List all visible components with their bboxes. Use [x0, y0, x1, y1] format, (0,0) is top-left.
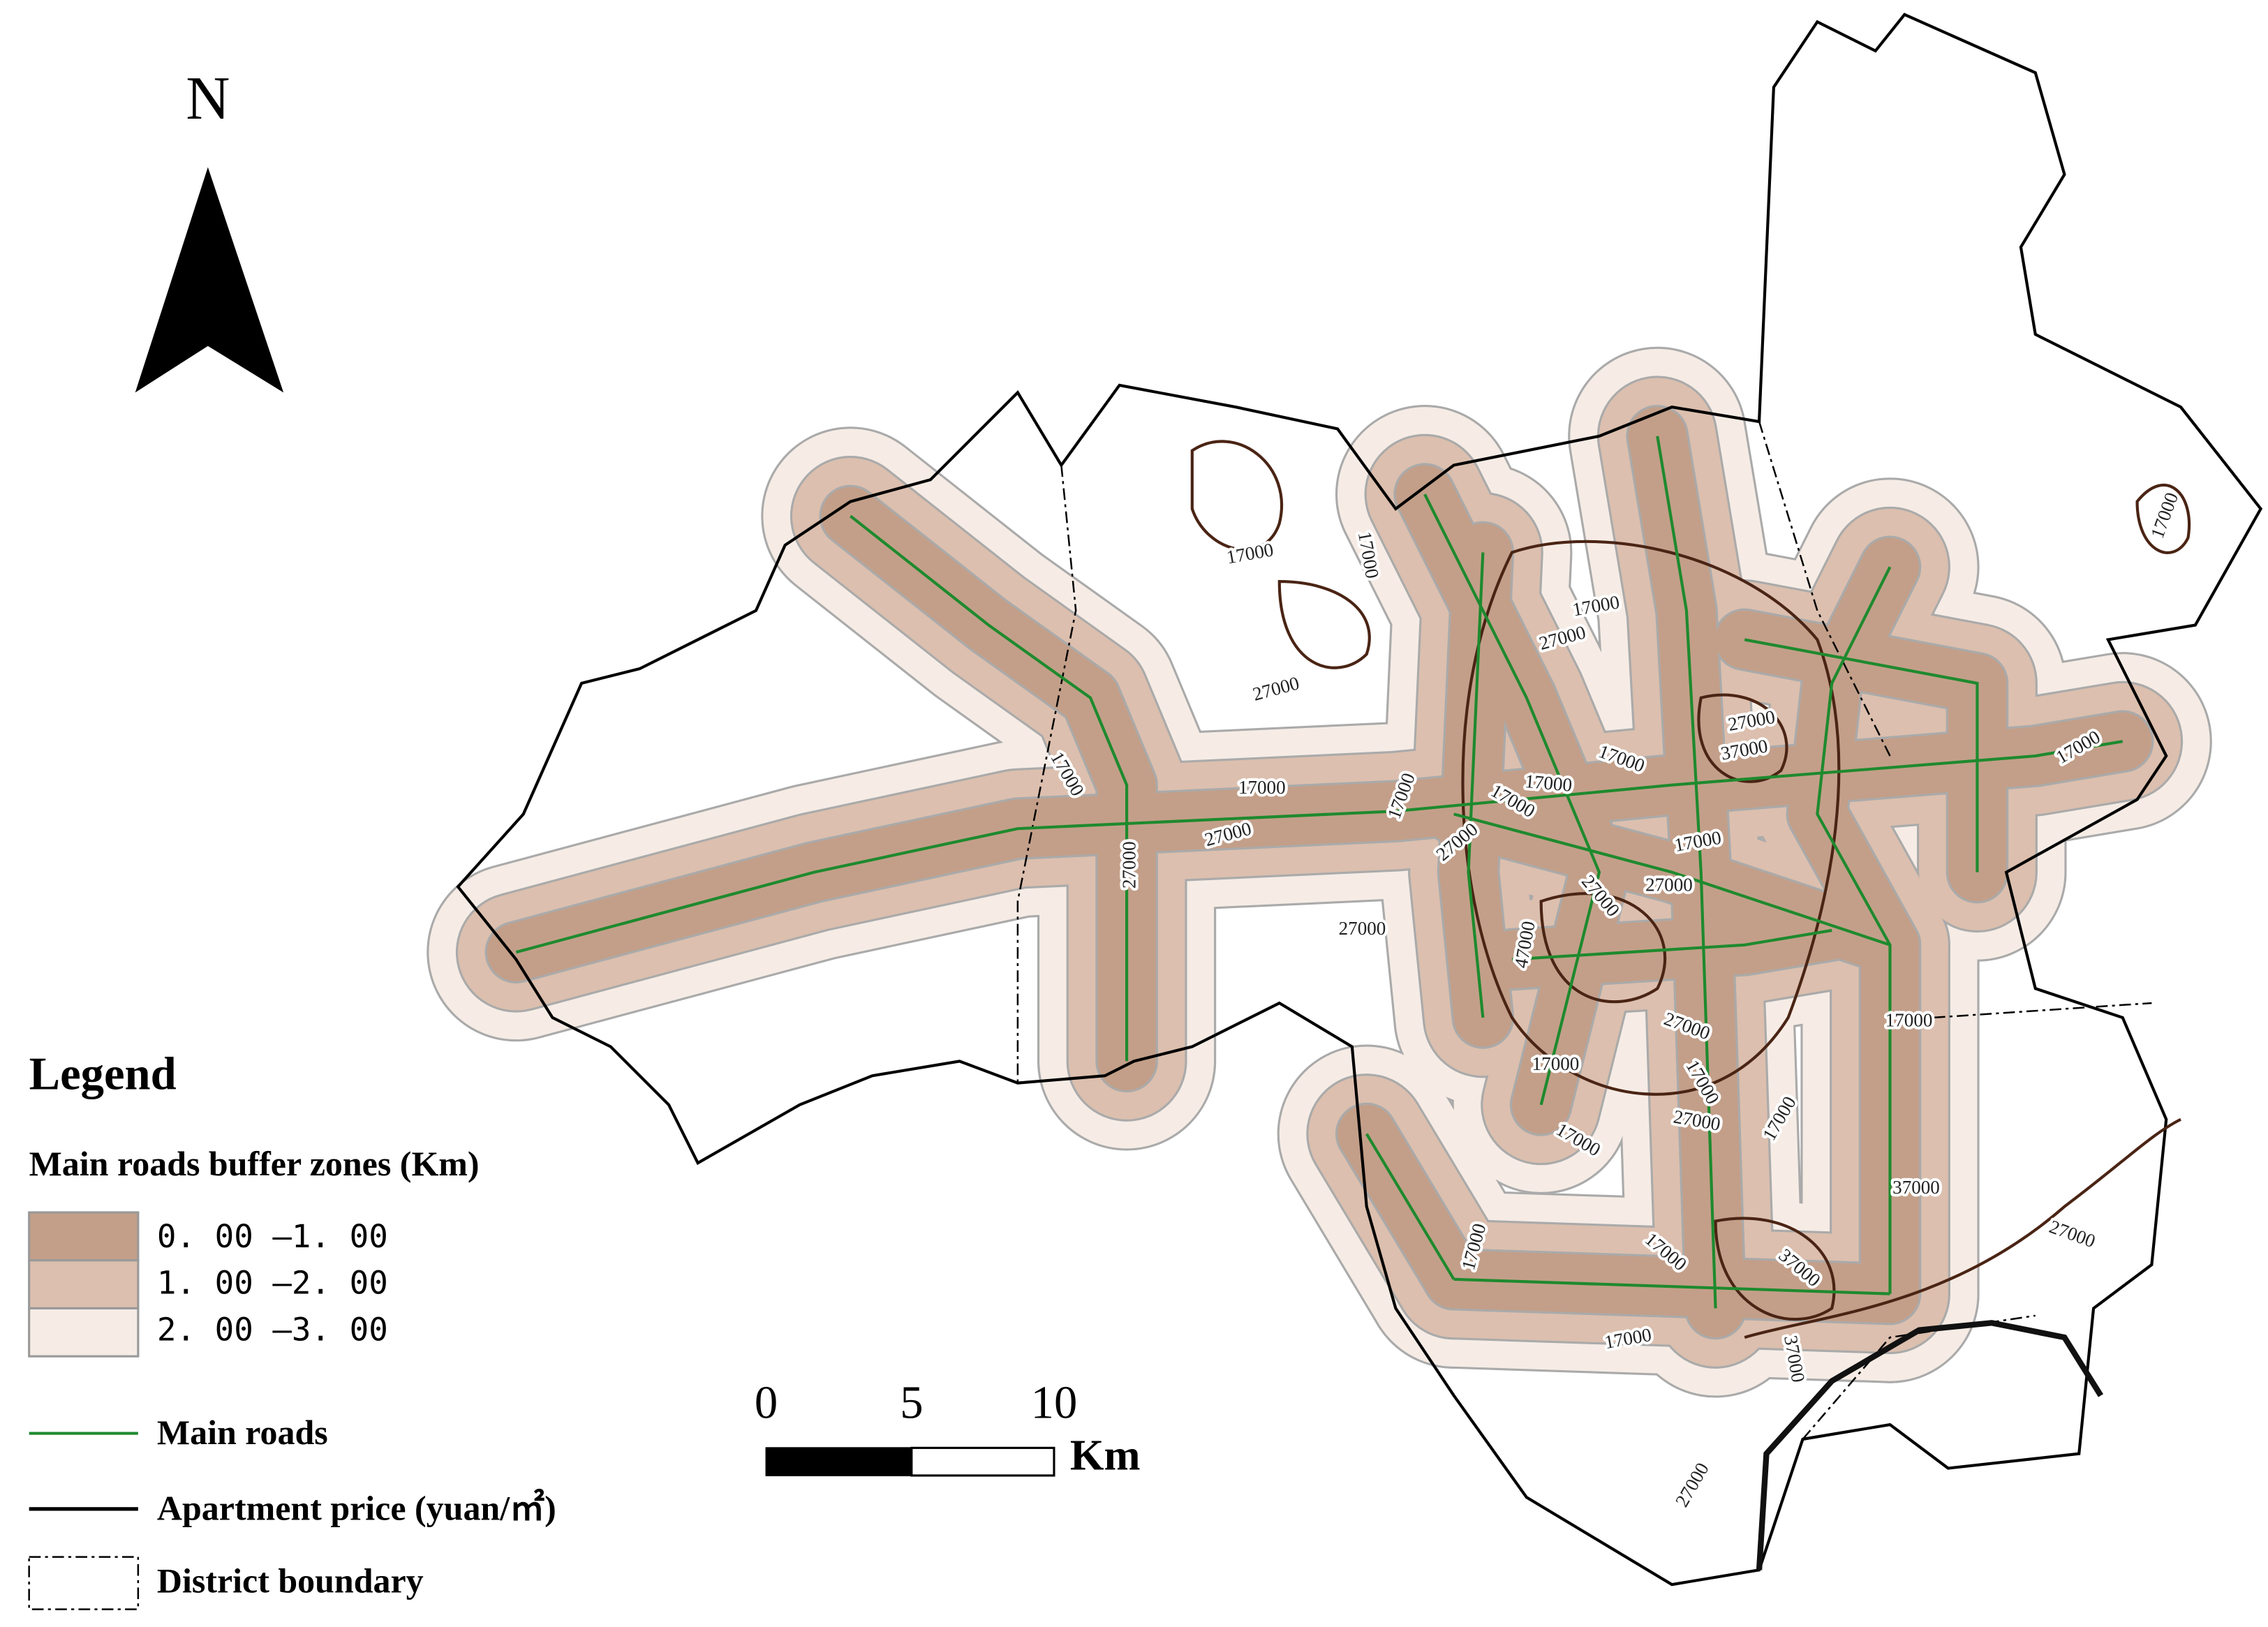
district-boundary [456, 13, 2263, 1587]
road [1511, 928, 1832, 961]
road [1365, 1133, 1455, 1280]
scale-bar-black [765, 1447, 912, 1476]
contour-label: 17000 [1524, 771, 1573, 796]
road [1744, 638, 1979, 872]
contour-label: 27000 [1671, 1459, 1713, 1510]
price-contours [1190, 440, 2191, 1339]
road [1656, 436, 1717, 1309]
legend-buffer-title: Main roads buffer zones (Km) [29, 1144, 480, 1183]
scale-label: 10 [1031, 1377, 1078, 1428]
contour-label: 17000 [1225, 539, 1275, 567]
scale-label: 0 [755, 1377, 778, 1428]
scale-labels: 0 5 10 [755, 1377, 1077, 1428]
legend-swatch [28, 1259, 140, 1310]
contour-label: 37000 [1892, 1177, 1940, 1198]
scale-label: 5 [900, 1377, 923, 1428]
contour-label: 17000 [1532, 1053, 1580, 1074]
north-label: N [186, 64, 230, 132]
legend-main-roads: Main roads [157, 1413, 328, 1452]
road [1453, 1277, 1890, 1295]
legend-buffer-label: 1. 00 —2. 00 [157, 1264, 388, 1302]
contour-label: 27000 [1119, 841, 1140, 889]
scale-unit: Km [1070, 1430, 1141, 1479]
contour-label: 27000 [1339, 918, 1386, 939]
scale-bar-white [910, 1446, 1055, 1477]
road [1453, 812, 1891, 946]
road [850, 514, 1129, 1062]
legend-apartment-price: Apartment price (yuan/㎡) [157, 1488, 556, 1527]
contour-label: 27000 [1645, 875, 1693, 896]
road [1423, 493, 1601, 1106]
contour-label: 17000 [1238, 777, 1286, 798]
legend-title: Legend [29, 1049, 177, 1100]
buffer-zones [427, 346, 2212, 1398]
legend-boundary-box [28, 1556, 140, 1610]
legend-buffer-label: 0. 00 —1. 00 [157, 1217, 388, 1255]
north-arrow [135, 167, 284, 393]
contour-label: 17000 [2147, 490, 2182, 542]
legend-swatches: 0. 00 —1. 00 1. 00 —2. 00 2. 00 —3. 00 [28, 1211, 388, 1358]
main-roads [515, 436, 2124, 1309]
legend-district-boundary: District boundary [157, 1561, 424, 1600]
legend-buffer-label: 2. 00 —3. 00 [157, 1310, 388, 1348]
price-contour-bold [1756, 1320, 2104, 1570]
contour-label: 27000 [2047, 1216, 2098, 1251]
legend-swatch [28, 1307, 140, 1358]
contour-label: 27000 [1250, 672, 1301, 704]
road [1467, 552, 1485, 1018]
contour-label: 17000 [1885, 1009, 1933, 1030]
legend-swatch [28, 1211, 140, 1262]
road [1816, 566, 1892, 1294]
road [515, 740, 2124, 954]
